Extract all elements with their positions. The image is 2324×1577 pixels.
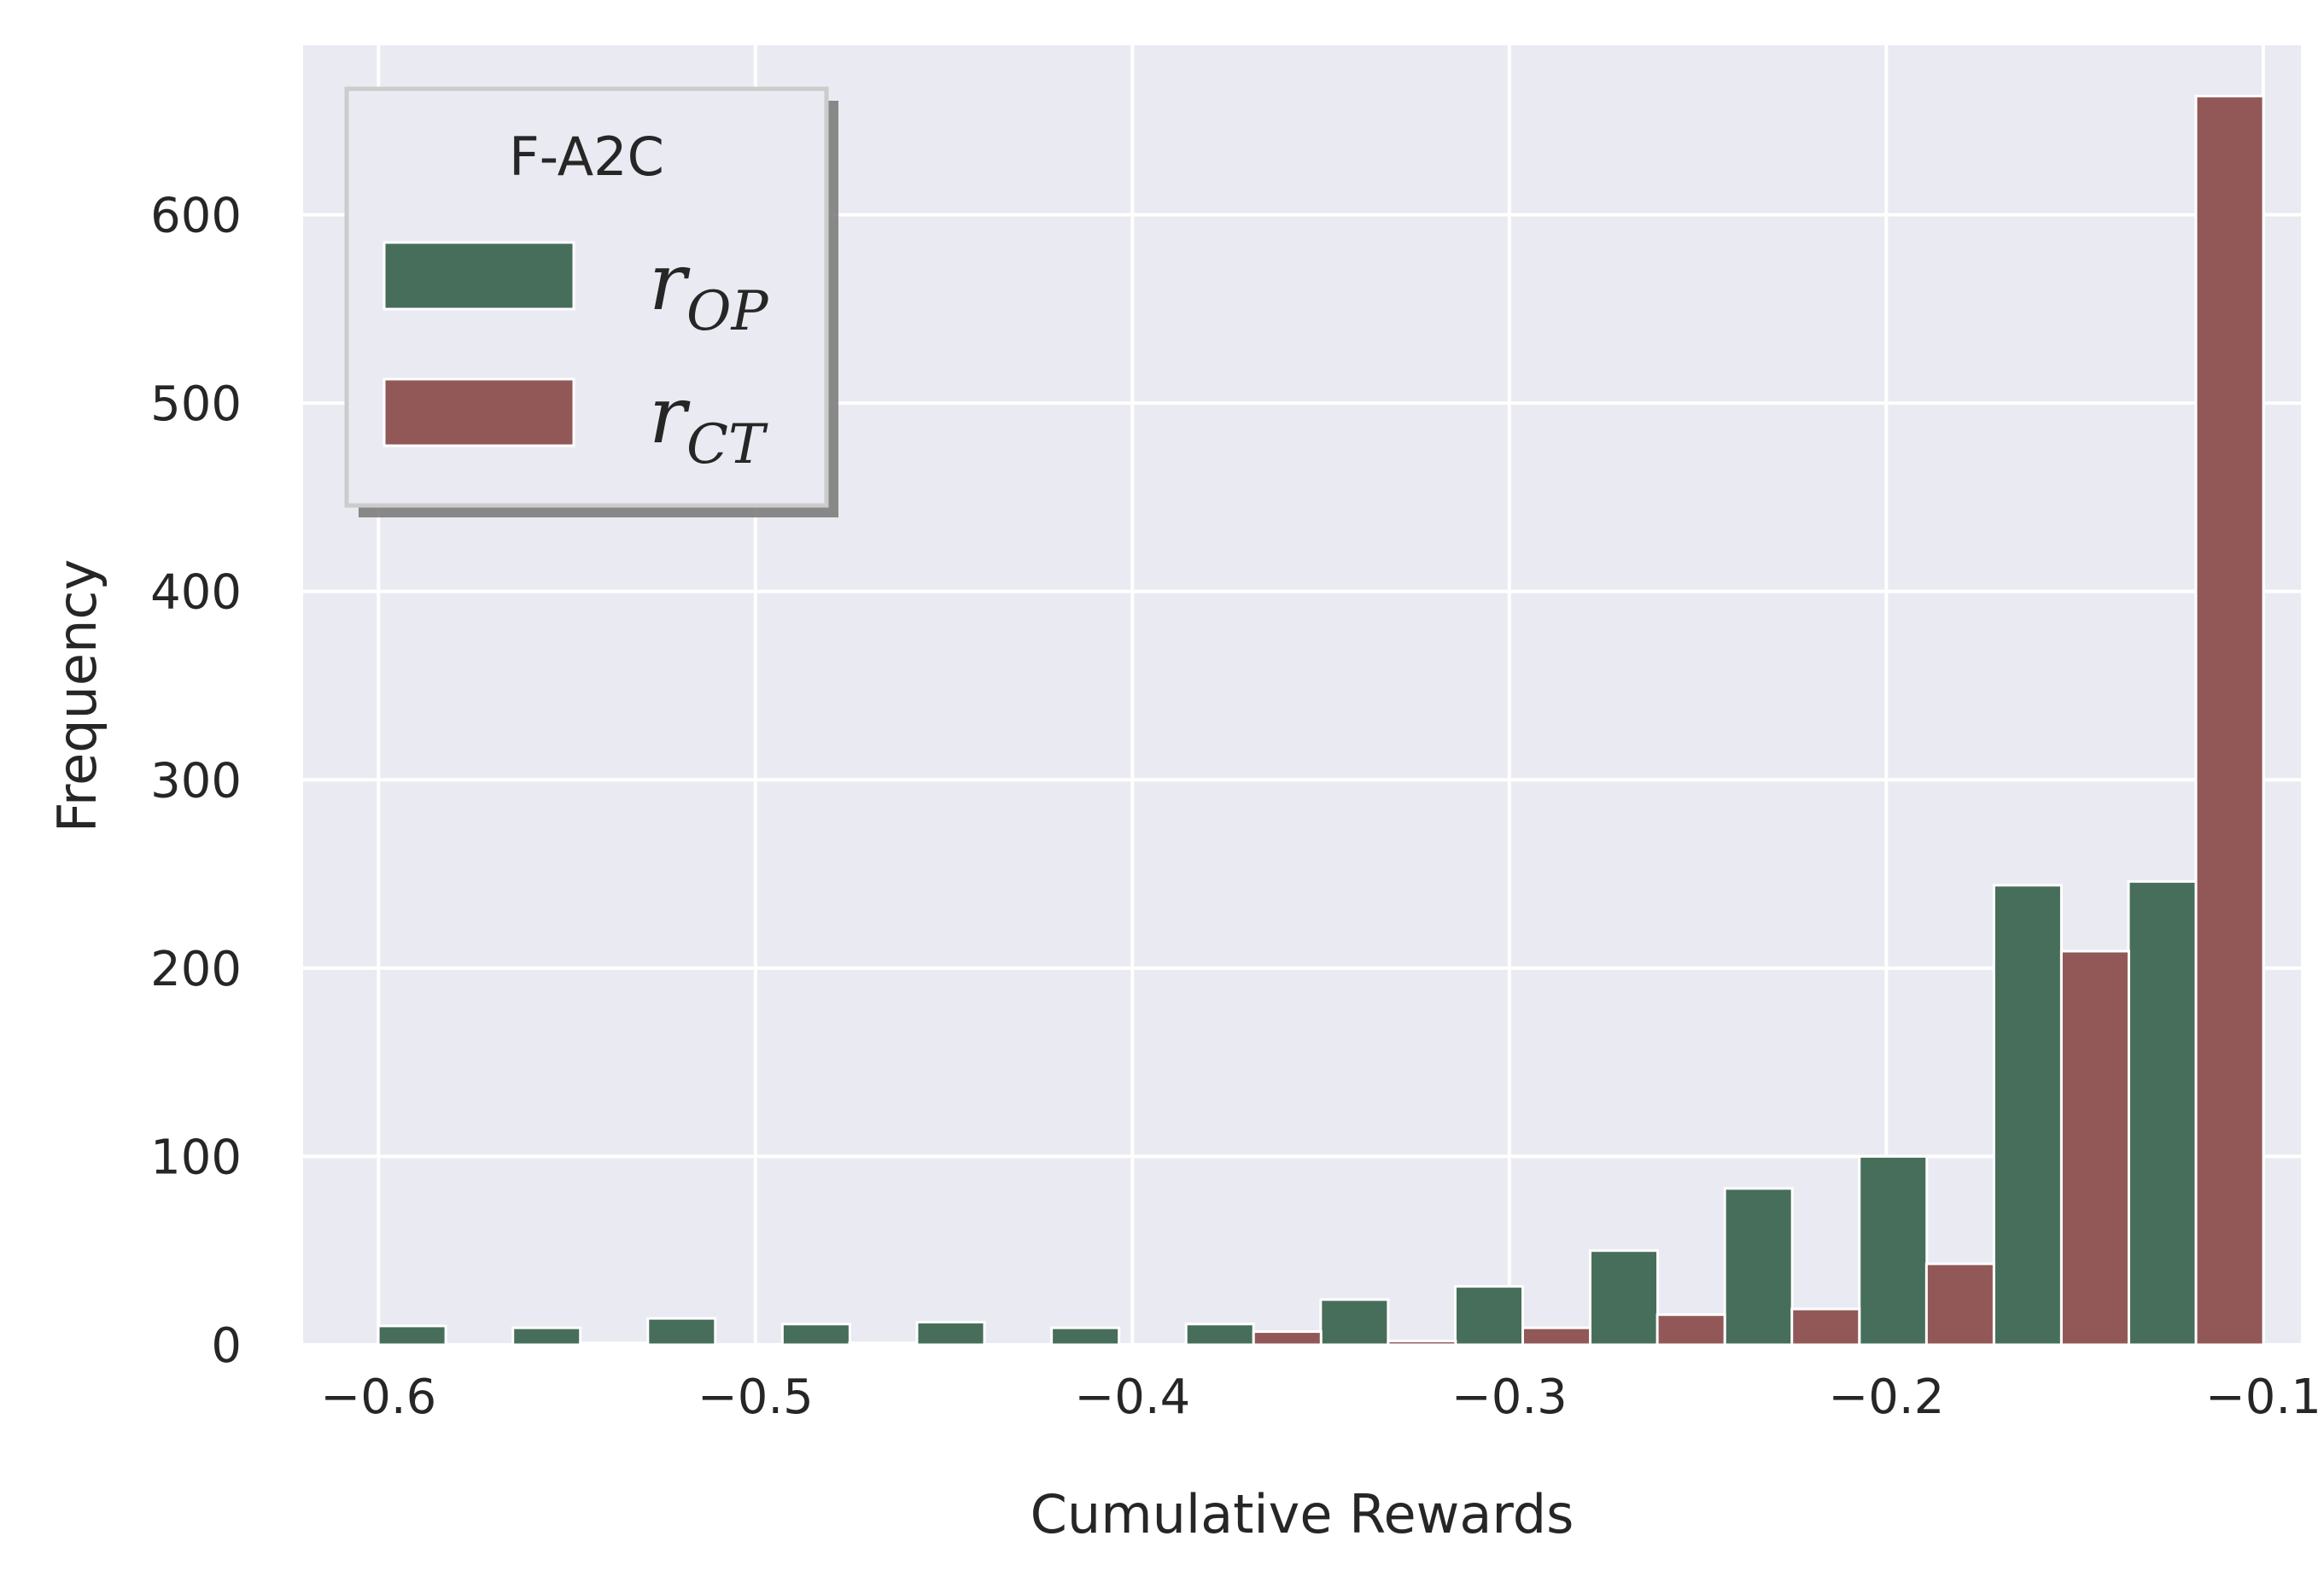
bar-op: [1184, 1323, 1255, 1346]
legend-title: F-A2C: [509, 126, 664, 188]
legend-label-ct: rCT: [649, 370, 768, 476]
y-tick-label: 300: [150, 753, 242, 809]
bar-op: [1050, 1326, 1121, 1346]
x-tick-label: −0.3: [1451, 1370, 1568, 1425]
bar-ct: [1252, 1330, 1323, 1346]
bar-op: [511, 1326, 582, 1346]
bar-ct: [1655, 1313, 1726, 1346]
grid-lines: [303, 45, 2301, 1346]
bar-op: [1858, 1154, 1929, 1346]
legend: F-A2C rOP rCT: [344, 86, 838, 517]
y-axis-label: Frequency: [46, 559, 108, 832]
bar-ct: [1387, 1340, 1457, 1346]
bars: [377, 95, 2265, 1346]
bar-op: [646, 1317, 717, 1346]
x-tick-label: −0.2: [1828, 1370, 1944, 1425]
bar-ct: [1521, 1326, 1592, 1346]
y-tick-label: 500: [150, 377, 242, 432]
bar-op: [1589, 1249, 1660, 1346]
y-tick-labels: 0 100 200 300 400 500 600: [150, 189, 242, 1374]
bar-op: [377, 1324, 447, 1346]
bar-ct: [2059, 949, 2130, 1346]
legend-label-op: rOP: [649, 237, 768, 343]
legend-label-op-sub: OP: [686, 280, 768, 343]
bar-op: [1723, 1187, 1794, 1346]
y-tick-label: 200: [150, 942, 242, 997]
legend-label-ct-base: r: [649, 370, 691, 461]
bar-op: [1453, 1285, 1525, 1346]
legend-swatch-op: [382, 241, 575, 311]
x-tick-label: −0.6: [320, 1370, 436, 1425]
y-tick-label: 100: [150, 1130, 242, 1185]
x-axis-label: Cumulative Rewards: [1031, 1483, 1574, 1545]
legend-label-op-base: r: [649, 237, 691, 328]
legend-label-ct-sub: CT: [686, 413, 768, 476]
bar-op: [1992, 884, 2063, 1346]
bar-ct: [1790, 1307, 1861, 1346]
x-tick-label: −0.5: [698, 1370, 814, 1425]
bar-op: [2127, 879, 2198, 1346]
y-tick-label: 0: [211, 1318, 242, 1374]
x-tick-label: −0.4: [1074, 1370, 1190, 1425]
bar-op: [915, 1321, 986, 1346]
bar-ct: [579, 1341, 650, 1346]
bar-op: [780, 1323, 851, 1346]
x-tick-labels: −0.6 −0.5 −0.4 −0.3 −0.2 −0.1: [320, 1370, 2321, 1425]
y-tick-label: 400: [150, 565, 242, 621]
bar-ct: [2194, 95, 2265, 1346]
legend-swatch-ct: [382, 377, 575, 447]
x-tick-label: −0.1: [2205, 1370, 2321, 1425]
bar-ct: [848, 1341, 919, 1346]
bar-op: [1319, 1298, 1390, 1346]
y-tick-label: 600: [150, 189, 242, 244]
bar-ct: [1924, 1262, 1995, 1346]
